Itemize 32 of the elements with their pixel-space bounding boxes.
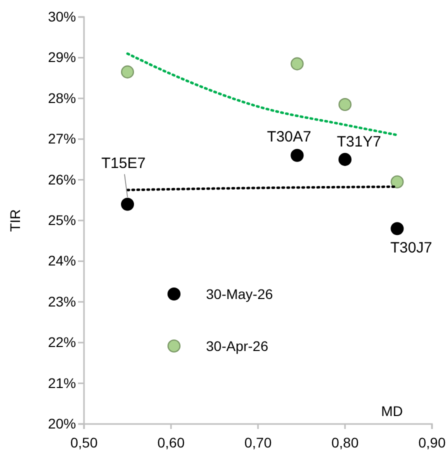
- point: [290, 148, 304, 162]
- annotation: T31Y7: [336, 133, 382, 150]
- y-tick-label: 21%: [48, 374, 76, 391]
- y-tick-label: 29%: [48, 49, 76, 66]
- y-tick-label: 20%: [48, 415, 76, 432]
- point: [338, 152, 352, 166]
- annotation: T15E7: [101, 155, 146, 172]
- y-tick-label: 22%: [48, 334, 76, 350]
- point: [338, 98, 352, 112]
- x-axis-title: MD: [381, 403, 403, 419]
- annotation: T30A7: [267, 128, 312, 146]
- legend-label: 30-May-26: [206, 286, 274, 302]
- y-axis-title: TIR: [7, 209, 23, 232]
- y-tick-label: 23%: [48, 293, 76, 310]
- point: [390, 222, 404, 236]
- y-tick-label: 25%: [48, 212, 76, 228]
- y-tick-label: 28%: [48, 90, 76, 106]
- point: [290, 57, 304, 70]
- x-tick-label: 0,80: [331, 434, 359, 450]
- x-tick-label: 0,50: [70, 434, 98, 450]
- annotation: T30J7: [390, 240, 432, 257]
- legend-label: 30-Apr-26: [206, 338, 268, 354]
- y-tick-label: 24%: [48, 252, 76, 269]
- x-tick-label: 0,70: [244, 434, 272, 450]
- x-tick-label: 0,60: [157, 434, 185, 450]
- y-tick-label: 27%: [48, 130, 76, 147]
- point: [120, 65, 134, 78]
- x-tick-label: 0,90: [418, 434, 446, 450]
- y-tick-label: 26%: [48, 171, 76, 188]
- y-tick-label: 30%: [48, 8, 76, 24]
- point: [120, 198, 134, 211]
- point: [390, 175, 404, 188]
